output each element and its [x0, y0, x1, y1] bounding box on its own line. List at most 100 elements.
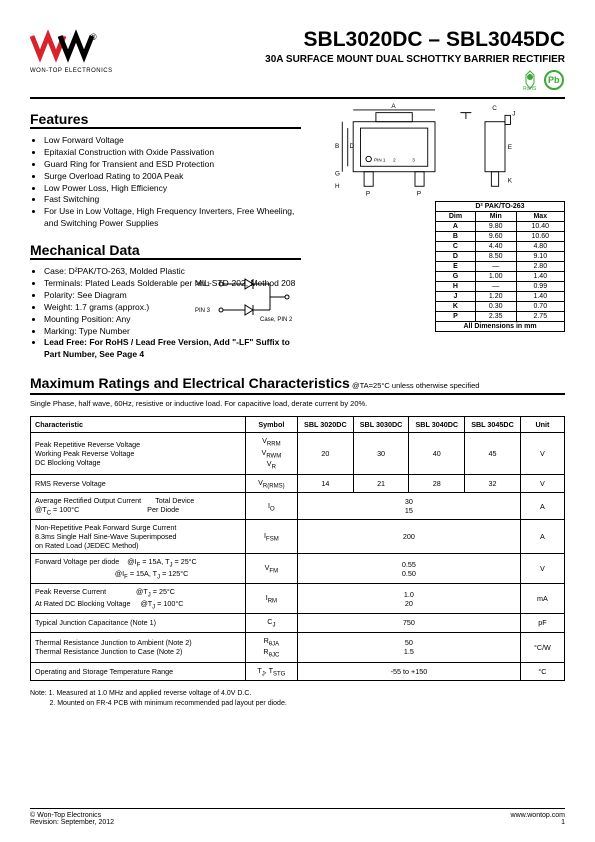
- mechanical-heading: Mechanical Data: [30, 242, 301, 260]
- elec-symbol: RθJARθJC: [245, 632, 297, 662]
- dim-row: K0.300.70: [436, 302, 565, 312]
- svg-text:Case, PIN 2: Case, PIN 2: [260, 317, 293, 323]
- company-logo-icon: ®: [30, 28, 110, 64]
- elec-symbol: IFSM: [245, 520, 297, 554]
- dim-row: D8.509.10: [436, 252, 565, 262]
- elec-symbol: IRM: [245, 584, 297, 614]
- feature-item: Fast Switching: [44, 194, 301, 206]
- svg-text:C: C: [492, 105, 497, 112]
- elec-unit: °C: [520, 662, 564, 680]
- footer-right: www.wontop.com 1: [511, 812, 565, 826]
- svg-text:G: G: [335, 170, 340, 177]
- col-part3: SBL 3040DC: [409, 417, 465, 433]
- elec-value-span: -55 to +150: [297, 662, 520, 680]
- col-part1: SBL 3020DC: [297, 417, 353, 433]
- svg-text:E: E: [508, 144, 512, 151]
- feature-item: Low Forward Voltage: [44, 135, 301, 147]
- dim-row: H—0.99: [436, 282, 565, 292]
- elec-value: 45: [465, 433, 521, 474]
- svg-text:PIN 1: PIN 1: [374, 158, 386, 163]
- svg-text:3: 3: [412, 158, 415, 163]
- elec-row: Non-Repetitive Peak Forward Surge Curren…: [31, 520, 565, 554]
- elec-value-span: 200: [297, 520, 520, 554]
- elec-value-span: 3015: [297, 493, 520, 520]
- elec-symbol: CJ: [245, 614, 297, 632]
- col-part4: SBL 3045DC: [465, 417, 521, 433]
- footer-left: © Won-Top Electronics Revision: Septembe…: [30, 812, 114, 826]
- package-outline-diagram: PIN 1 2 3 A B D G H P P C J E K: [315, 99, 555, 199]
- col-part2: SBL 3030DC: [353, 417, 409, 433]
- elec-row: Average Rectified Output Current Total D…: [31, 493, 565, 520]
- svg-text:PIN 3: PIN 3: [195, 308, 211, 314]
- svg-text:A: A: [391, 103, 396, 110]
- note-2: 2. Mounted on FR-4 PCB with minimum reco…: [30, 699, 565, 709]
- elec-row: Typical Junction Capacitance (Note 1)CJ7…: [31, 614, 565, 632]
- elec-unit: V: [520, 474, 564, 492]
- elec-value: 28: [409, 474, 465, 492]
- upper-content: Features Low Forward Voltage Epitaxial C…: [30, 99, 565, 361]
- elec-char: Thermal Resistance Junction to Ambient (…: [31, 632, 246, 662]
- svg-text:®: ®: [90, 32, 97, 42]
- svg-text:K: K: [508, 178, 513, 185]
- elec-symbol: VFM: [245, 554, 297, 584]
- elec-unit: A: [520, 493, 564, 520]
- features-list: Low Forward Voltage Epitaxial Constructi…: [30, 135, 301, 230]
- dim-footer: All Dimensions in mm: [436, 322, 565, 332]
- logo-block: ® WON-TOP ELECTRONICS: [30, 28, 140, 74]
- dim-col-min: Min: [475, 212, 516, 222]
- elec-value: 30: [353, 433, 409, 474]
- elec-char: Average Rectified Output Current Total D…: [31, 493, 246, 520]
- dim-table-title: D² PAK/TO-263: [436, 202, 565, 212]
- elec-row: Operating and Storage Temperature RangeT…: [31, 662, 565, 680]
- dim-col-dim: Dim: [436, 212, 476, 222]
- dim-row: J1.201.40: [436, 292, 565, 302]
- dim-row: P2.352.75: [436, 312, 565, 322]
- elec-char: Forward Voltage per diode @IF = 15A, TJ …: [31, 554, 246, 584]
- elec-header-row: Characteristic Symbol SBL 3020DC SBL 303…: [31, 417, 565, 433]
- elec-row: Peak Repetitive Reverse VoltageWorking P…: [31, 433, 565, 474]
- svg-text:PIN 1: PIN 1: [195, 282, 211, 288]
- elec-char: Peak Reverse Current @TJ = 25°CAt Rated …: [31, 584, 246, 614]
- dim-row: A9.8010.40: [436, 222, 565, 232]
- revision: Revision: September, 2012: [30, 819, 114, 826]
- elec-symbol: TJ, TSTG: [245, 662, 297, 680]
- ratings-heading: Maximum Ratings and Electrical Character…: [30, 375, 350, 391]
- copyright: © Won-Top Electronics: [30, 812, 114, 819]
- dim-row: B9.6010.60: [436, 232, 565, 242]
- right-column: PIN 1 2 3 A B D G H P P C J E K: [315, 99, 565, 361]
- elec-symbol: IO: [245, 493, 297, 520]
- compliance-icons: RoHS Pb: [265, 69, 565, 93]
- page-footer: © Won-Top Electronics Revision: Septembe…: [30, 808, 565, 826]
- elec-unit: V: [520, 433, 564, 474]
- elec-value-span: 501.5: [297, 632, 520, 662]
- svg-text:H: H: [335, 183, 340, 190]
- feature-item: For Use in Low Voltage, High Frequency I…: [44, 206, 301, 230]
- elec-char: RMS Reverse Voltage: [31, 474, 246, 492]
- dimensions-table: D² PAK/TO-263 Dim Min Max A9.8010.40 B9.…: [435, 201, 565, 332]
- page-number: 1: [511, 819, 565, 826]
- footnotes: Note: 1. Measured at 1.0 MHz and applied…: [30, 689, 565, 709]
- svg-text:D: D: [350, 143, 355, 150]
- elec-char: Operating and Storage Temperature Range: [31, 662, 246, 680]
- elec-symbol: VR(RMS): [245, 474, 297, 492]
- svg-text:P: P: [417, 190, 421, 197]
- electrical-table: Characteristic Symbol SBL 3020DC SBL 303…: [30, 416, 565, 681]
- website: www.wontop.com: [511, 812, 565, 819]
- elec-row: Thermal Resistance Junction to Ambient (…: [31, 632, 565, 662]
- col-unit: Unit: [520, 417, 564, 433]
- product-subtitle: 30A SURFACE MOUNT DUAL SCHOTTKY BARRIER …: [265, 54, 565, 65]
- elec-char: Non-Repetitive Peak Forward Surge Curren…: [31, 520, 246, 554]
- title-block: SBL3020DC – SBL3045DC 30A SURFACE MOUNT …: [265, 28, 565, 93]
- col-characteristic: Characteristic: [31, 417, 246, 433]
- features-heading: Features: [30, 111, 301, 129]
- elec-char: Typical Junction Capacitance (Note 1): [31, 614, 246, 632]
- feature-item: Guard Ring for Transient and ESD Protect…: [44, 159, 301, 171]
- feature-item: Epitaxial Construction with Oxide Passiv…: [44, 147, 301, 159]
- elec-row: Forward Voltage per diode @IF = 15A, TJ …: [31, 554, 565, 584]
- dim-col-max: Max: [516, 212, 564, 222]
- dim-row: G1.001.40: [436, 272, 565, 282]
- dim-row: E—2.80: [436, 262, 565, 272]
- elec-unit: mA: [520, 584, 564, 614]
- feature-item: Surge Overload Rating to 200A Peak: [44, 171, 301, 183]
- elec-value-span: 0.550.50: [297, 554, 520, 584]
